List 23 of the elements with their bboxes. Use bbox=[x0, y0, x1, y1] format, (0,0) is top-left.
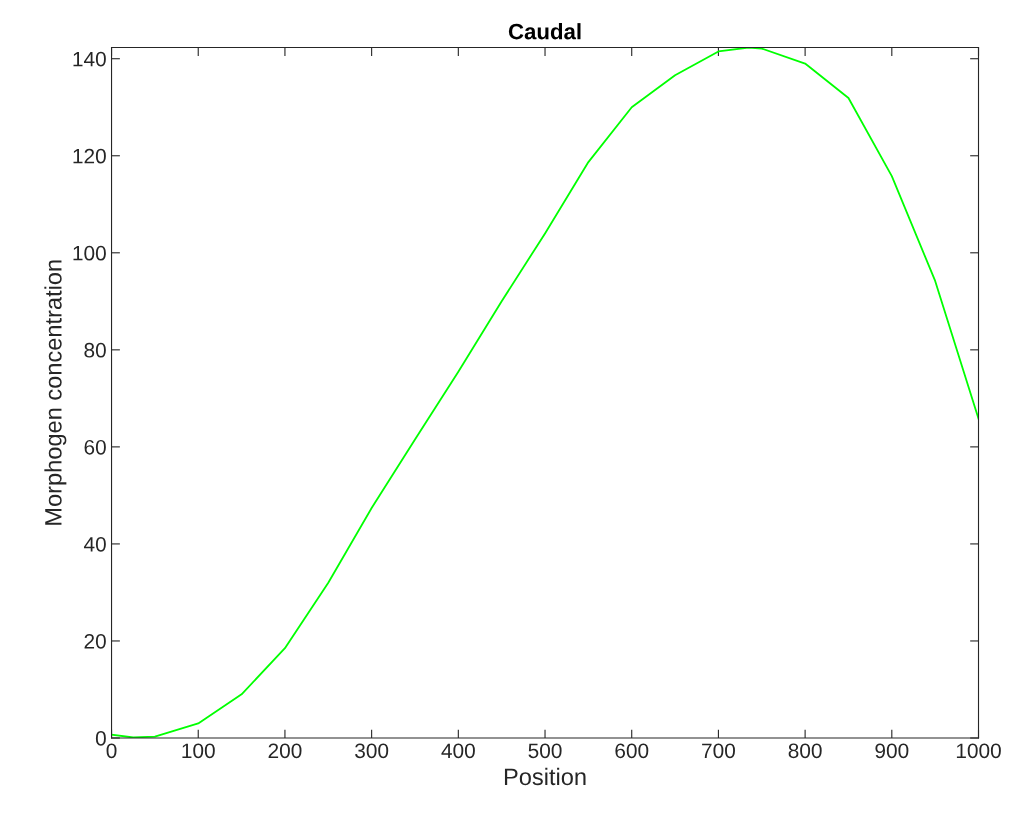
y-tick-label: 60 bbox=[84, 439, 106, 455]
chart-title: Caudal bbox=[508, 23, 581, 40]
y-tick-label: 40 bbox=[83, 536, 106, 552]
y-tick-label: 140 bbox=[73, 51, 106, 67]
x-tick-label: 800 bbox=[788, 743, 822, 759]
x-tick-label: 600 bbox=[615, 743, 649, 759]
x-tick-label: 500 bbox=[528, 743, 562, 759]
x-tick-label: 200 bbox=[268, 743, 302, 759]
x-axis-title: Position bbox=[504, 767, 586, 786]
x-tick-label: 0 bbox=[106, 743, 117, 759]
x-tick-label: 700 bbox=[702, 743, 735, 759]
y-tick-label: 0 bbox=[95, 731, 106, 746]
x-tick-label: 1000 bbox=[956, 743, 1001, 759]
y-tick-label: 20 bbox=[84, 633, 106, 649]
x-tick-label: 400 bbox=[441, 743, 475, 759]
y-tick-label: 80 bbox=[84, 342, 106, 358]
x-tick-label: 300 bbox=[355, 743, 389, 759]
y-axis-title: Morphogen concentration bbox=[44, 260, 67, 525]
x-tick-label: 900 bbox=[875, 743, 909, 759]
y-tick-label: 120 bbox=[73, 148, 106, 164]
y-tick-label: 100 bbox=[73, 245, 106, 261]
x-tick-label: 100 bbox=[182, 743, 215, 759]
line-series bbox=[111, 47, 979, 738]
